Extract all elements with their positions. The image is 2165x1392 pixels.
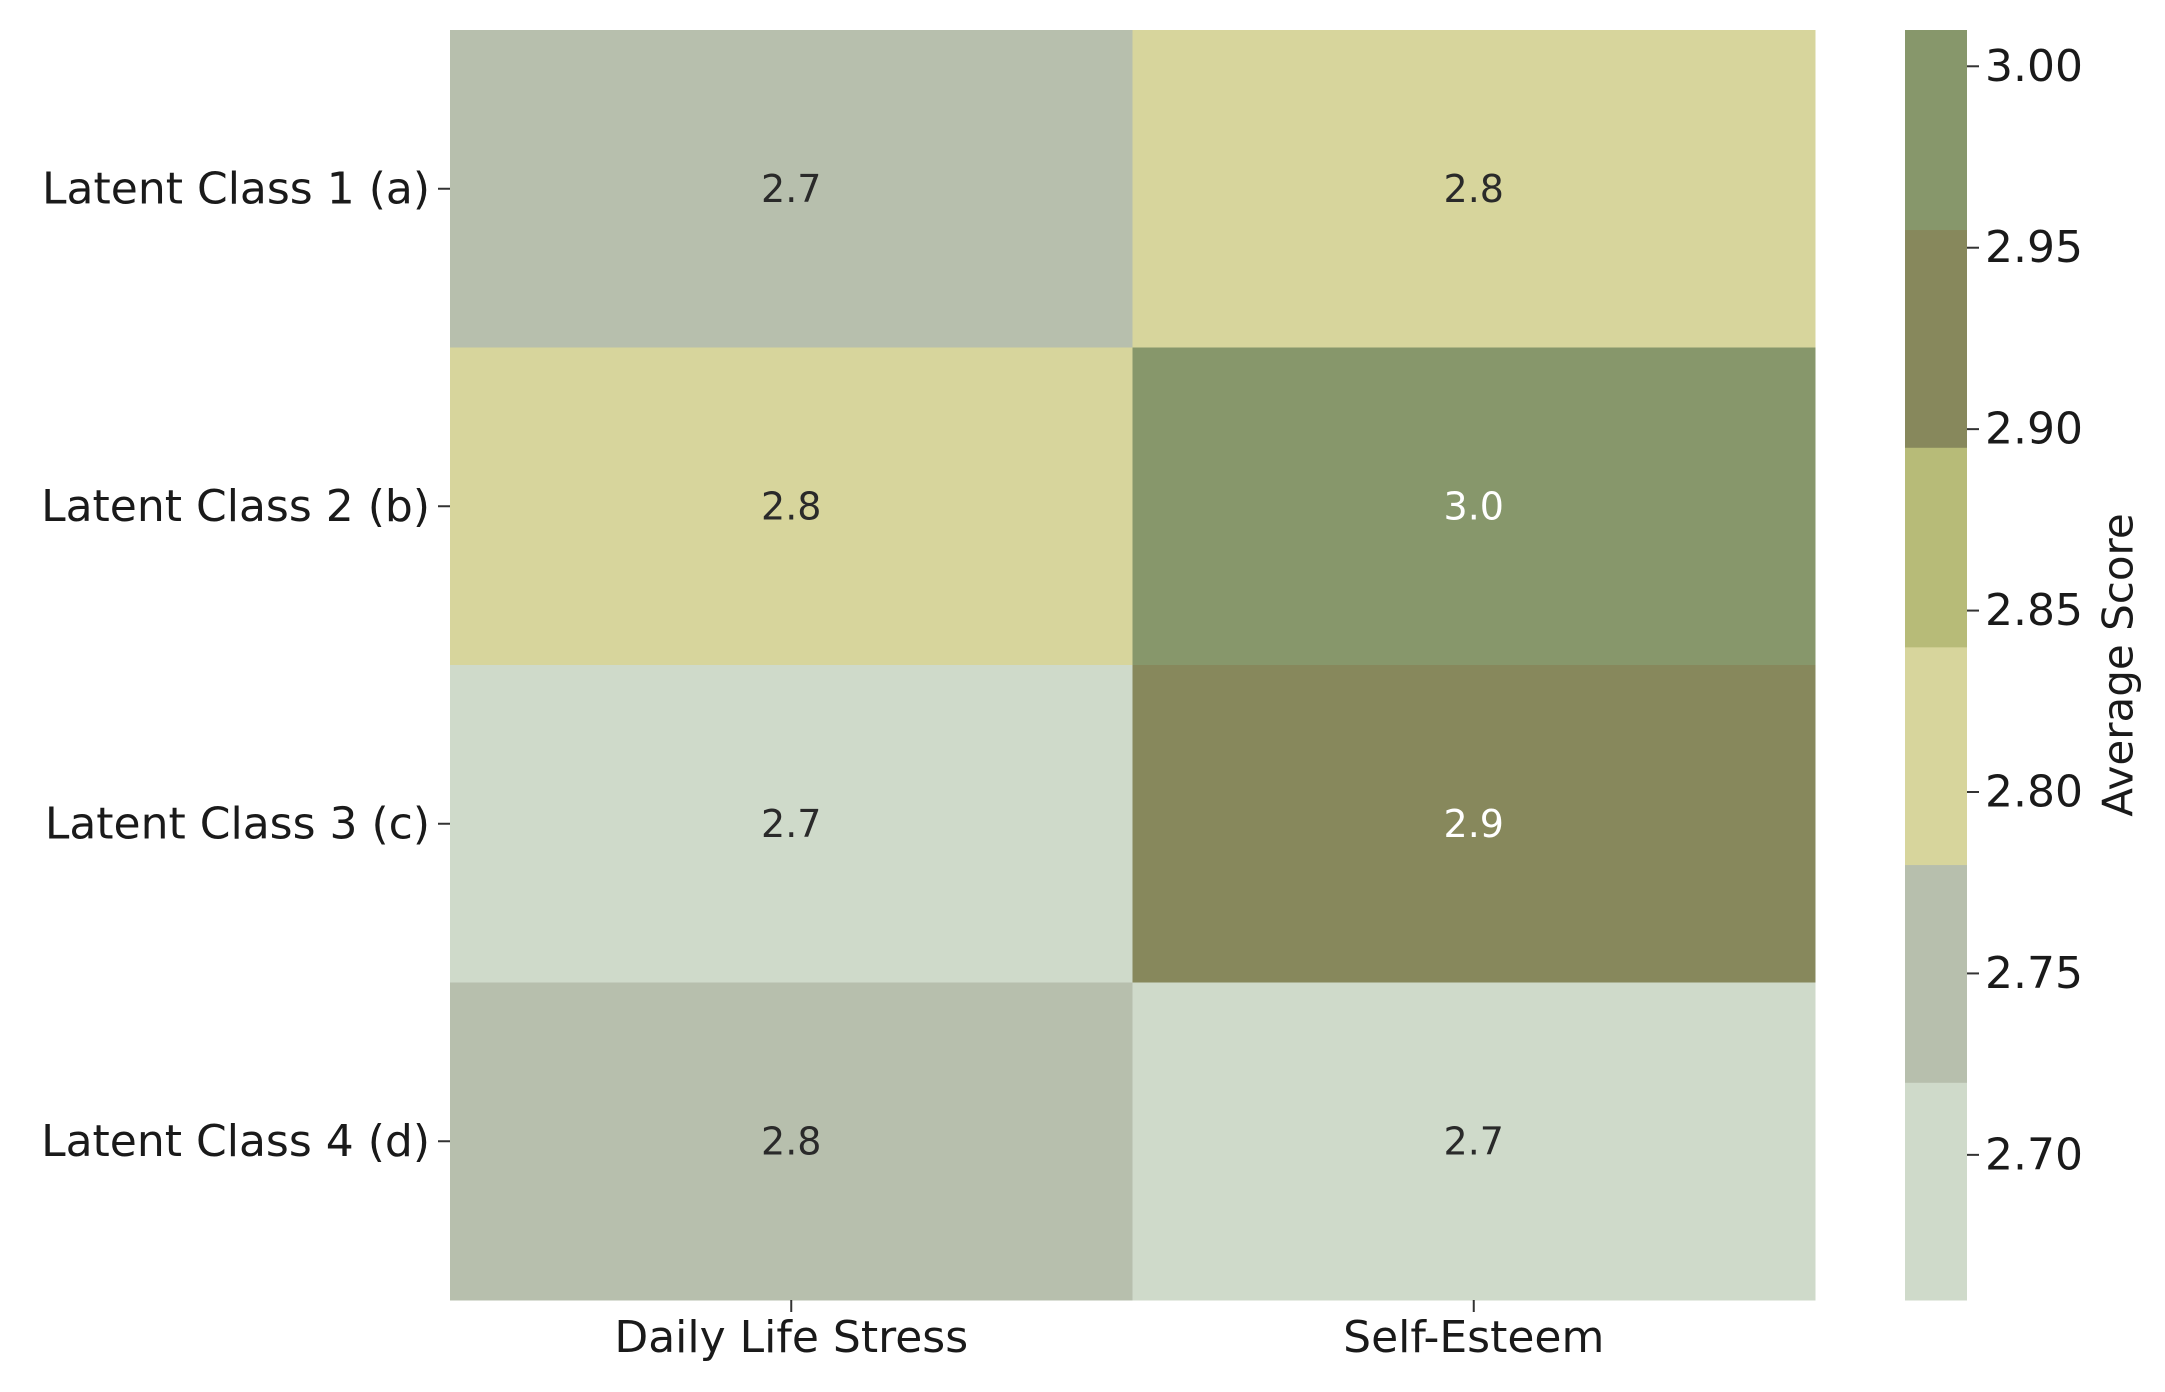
y-tick-label: Latent Class 2 (b) [41, 481, 430, 532]
heatmap-cell [1132, 347, 1816, 666]
heatmap-cell [450, 665, 1133, 983]
heatmap-cell-label: 2.7 [761, 167, 821, 211]
y-tick-label: Latent Class 3 (c) [45, 798, 430, 849]
heatmap-cell [450, 347, 1133, 666]
colorbar-segment [1905, 447, 1967, 648]
x-axis: Daily Life Stress Self-Esteem [614, 1300, 1604, 1363]
colorbar-tick-label: 2.80 [1985, 767, 2083, 818]
colorbar-segment [1905, 1082, 1967, 1301]
heatmap-cell-label: 2.7 [1444, 1119, 1504, 1163]
colorbar-segment [1905, 229, 1967, 448]
heatmap-cell-label: 2.9 [1444, 802, 1504, 846]
colorbar-segment [1905, 30, 1967, 231]
heatmap-cell [1132, 30, 1816, 348]
colorbar-segment [1905, 864, 1967, 1083]
heatmap-cell-label: 3.0 [1444, 484, 1504, 528]
colorbar-tick-label: 2.75 [1985, 948, 2083, 999]
colorbar-tick-label: 2.90 [1985, 404, 2083, 455]
y-tick-label: Latent Class 1 (a) [42, 163, 430, 214]
heatmap-cell [1132, 665, 1816, 983]
heatmap-cell-label: 2.7 [761, 802, 821, 846]
heatmap-cell [450, 30, 1133, 348]
colorbar-tick-label: 2.70 [1985, 1129, 2083, 1180]
heatmap-cell [450, 982, 1133, 1301]
colorbar-tick-label: 2.85 [1985, 585, 2083, 636]
heatmap-cell-labels: 2.7 2.8 2.8 3.0 2.7 2.9 2.8 2.7 [761, 167, 1504, 1164]
x-tick-label: Self-Esteem [1343, 1312, 1604, 1363]
x-tick-label: Daily Life Stress [614, 1312, 968, 1363]
heatmap-cell-label: 2.8 [761, 1119, 821, 1163]
y-tick-label: Latent Class 4 (d) [41, 1116, 430, 1167]
colorbar: 2.70 2.75 2.80 2.85 2.90 2.95 3.00 Average Scor… [1905, 30, 2143, 1301]
colorbar-tick-label: 2.95 [1985, 222, 2083, 273]
colorbar-tick-label: 3.00 [1985, 41, 2083, 92]
heatmap-cell [1132, 982, 1816, 1301]
y-axis: Latent Class 1 (a) Latent Class 2 (b) Late… [41, 163, 450, 1167]
heatmap-cell-label: 2.8 [761, 484, 821, 528]
colorbar-label: Average Score [2094, 513, 2143, 816]
heatmap-cells [450, 30, 1816, 1301]
heatmap-cell-label: 2.8 [1444, 167, 1504, 211]
colorbar-segment [1905, 646, 1967, 866]
